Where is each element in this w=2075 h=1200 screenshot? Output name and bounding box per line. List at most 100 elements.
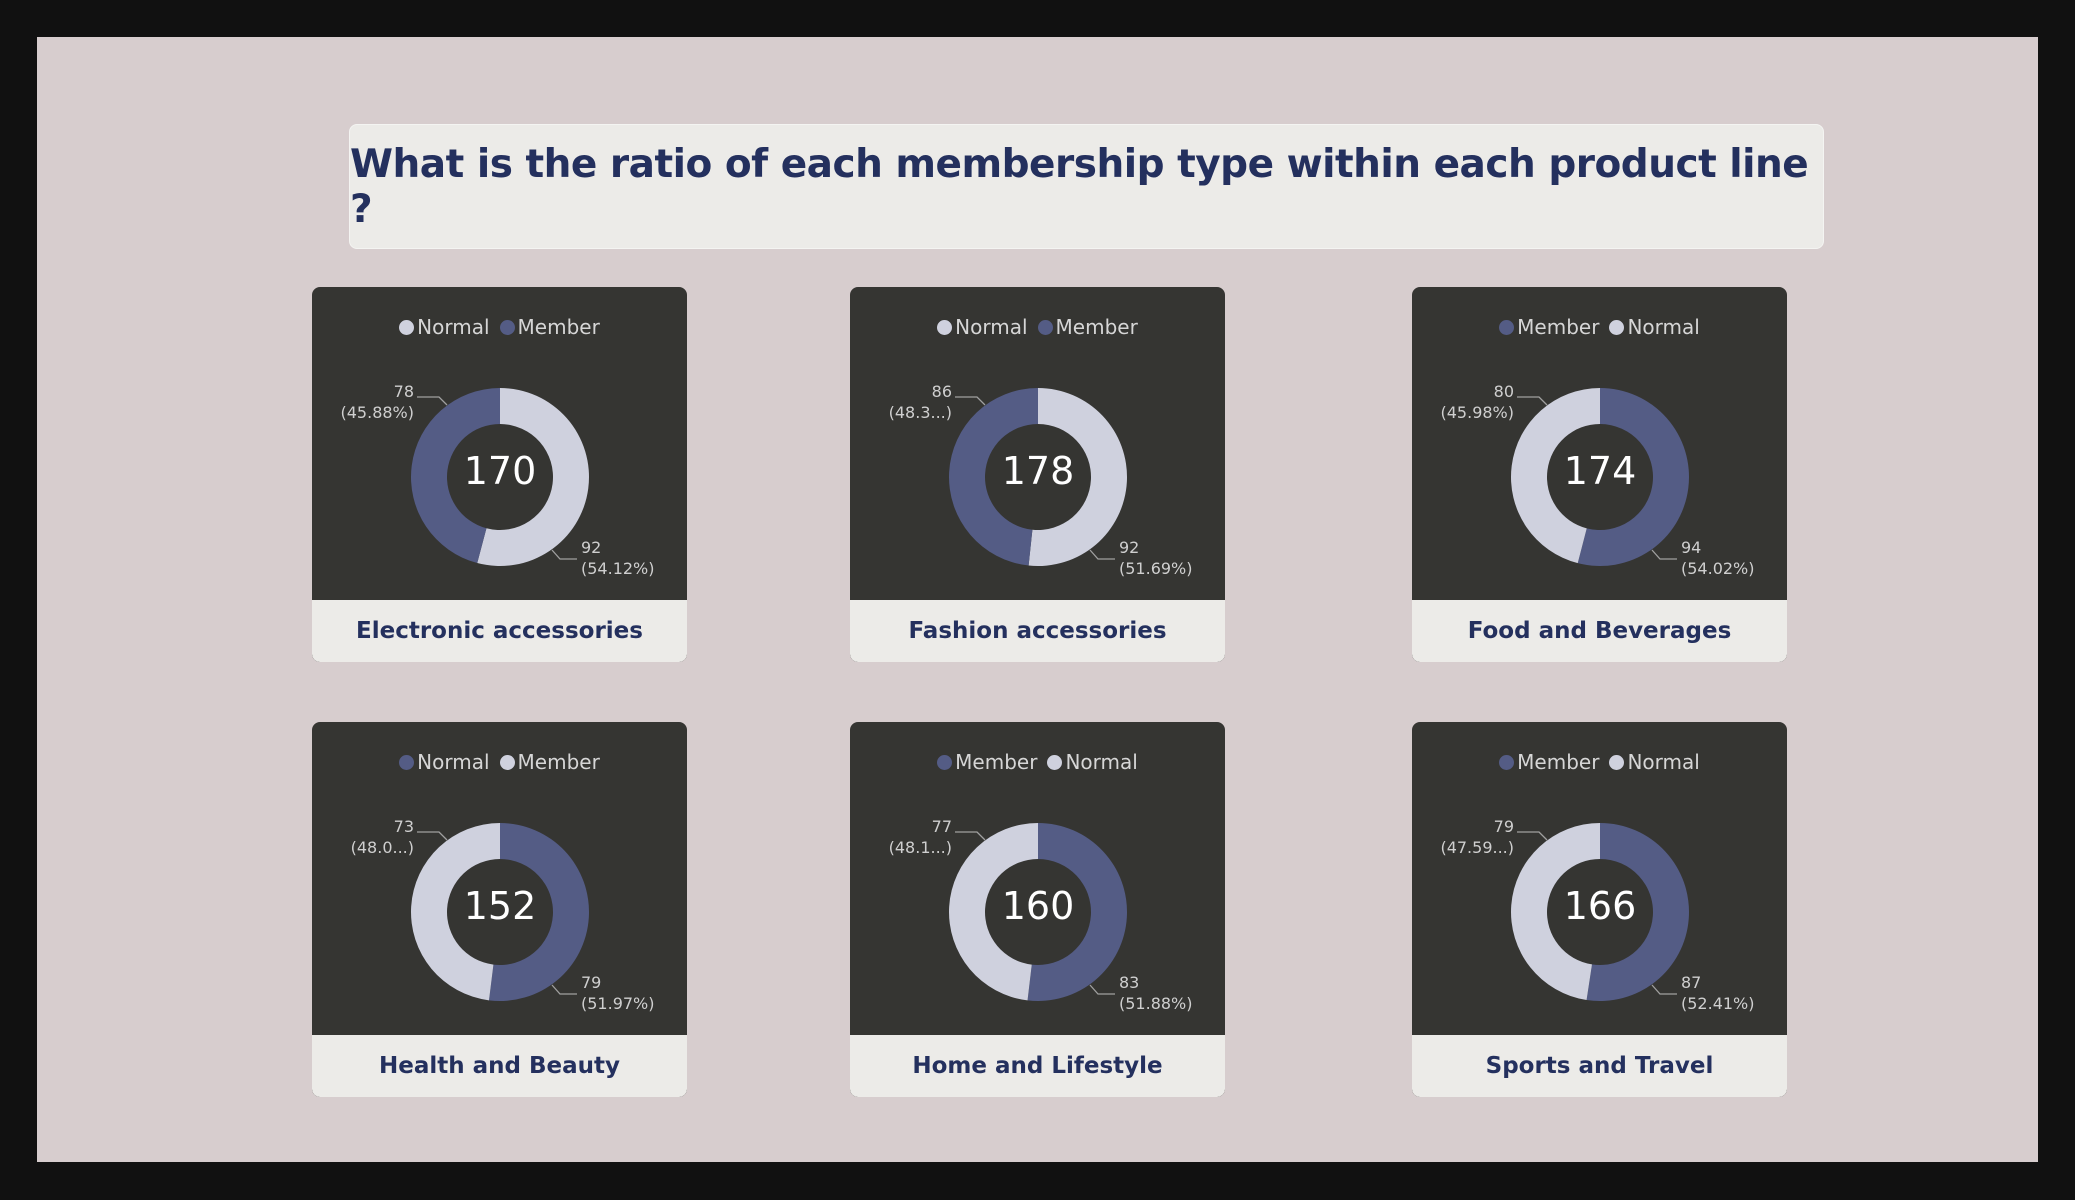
legend-dot-icon <box>499 754 515 770</box>
donut-slice-member[interactable] <box>1586 823 1689 1001</box>
donut-total: 174 <box>1563 449 1637 493</box>
data-label-percent: (51.69%) <box>1119 559 1193 578</box>
data-label-value: 80 <box>1493 382 1514 401</box>
product-line-label-box: Health and Beauty <box>312 1035 687 1097</box>
donut-total: 160 <box>1001 884 1075 928</box>
legend-item-member[interactable]: Member <box>499 315 600 339</box>
leader-line <box>551 549 577 560</box>
data-label-percent: (45.88%) <box>340 403 415 422</box>
data-label-percent: (54.02%) <box>1681 559 1755 578</box>
data-label-percent: (52.41%) <box>1681 994 1755 1013</box>
data-label-percent: (47.59...) <box>1440 838 1514 857</box>
data-label: 86 (48.3...) <box>889 381 952 423</box>
donut-slice-normal[interactable] <box>1028 388 1127 566</box>
leader-line <box>955 831 986 841</box>
product-line-label-box: Sports and Travel <box>1412 1035 1787 1097</box>
data-label: 78 (45.88%) <box>341 381 415 423</box>
legend-label: Normal <box>1627 750 1700 774</box>
legend-dot-icon <box>1037 319 1053 335</box>
legend-dot-icon <box>399 319 415 335</box>
donut-chart <box>410 388 589 566</box>
data-label: 80 (45.98%) <box>1441 381 1515 423</box>
donut-slice-member[interactable] <box>410 388 500 564</box>
data-label-percent: (45.98%) <box>1440 403 1515 422</box>
data-label-percent: (54.12%) <box>581 559 655 578</box>
legend-item-member[interactable]: Member <box>499 750 600 774</box>
data-label-value: 79 <box>1493 817 1514 836</box>
data-label-value: 92 <box>581 538 602 557</box>
leader-line <box>417 396 448 406</box>
donut-slice-normal[interactable] <box>477 388 589 566</box>
chart-legend: Member Normal <box>1412 750 1787 774</box>
product-line-label: Sports and Travel <box>1485 1053 1714 1079</box>
chart-legend: Member Normal <box>850 750 1225 774</box>
legend-item-normal[interactable]: Normal <box>399 750 490 774</box>
donut-card: Normal Member 79 (51.97%) 73 (48.0...) 152 Heal… <box>312 722 687 1097</box>
product-line-label-box: Home and Lifestyle <box>850 1035 1225 1097</box>
product-line-label-box: Fashion accessories <box>850 600 1225 662</box>
donut-total: 166 <box>1563 884 1637 928</box>
legend-label: Normal <box>955 315 1028 339</box>
legend-dot-icon <box>399 754 415 770</box>
data-label: 73 (48.0...) <box>351 816 414 858</box>
donut-slice-member[interactable] <box>949 388 1038 566</box>
data-label-percent: (48.0...) <box>350 838 414 857</box>
data-label: 83 (51.88%) <box>1119 972 1193 1014</box>
data-label-value: 73 <box>393 817 414 836</box>
legend-dot-icon <box>1499 754 1515 770</box>
donut-card: Member Normal 87 (52.41%) 79 (47.59...) 166 Spo… <box>1412 722 1787 1097</box>
donut-slice-normal[interactable] <box>1510 388 1600 564</box>
donut-slice-member[interactable] <box>1577 388 1689 566</box>
legend-item-member[interactable]: Member <box>1499 750 1599 774</box>
data-label-value: 87 <box>1681 973 1702 992</box>
data-label-value: 83 <box>1119 973 1140 992</box>
page-title: What is the ratio of each membership typ… <box>350 141 1809 232</box>
legend-label: Member <box>1517 315 1600 339</box>
donut-slice-normal[interactable] <box>1511 823 1600 1000</box>
legend-label: Member <box>1517 750 1600 774</box>
legend-label: Member <box>517 750 600 774</box>
leader-line <box>417 831 448 841</box>
leader-line <box>955 396 986 406</box>
legend-label: Member <box>955 750 1038 774</box>
legend-label: Member <box>1055 315 1138 339</box>
donut-slice-normal[interactable] <box>488 823 590 1001</box>
legend-item-member[interactable]: Member <box>1499 315 1599 339</box>
chart-legend: Normal Member <box>850 315 1225 339</box>
legend-label: Normal <box>1627 315 1700 339</box>
donut-total: 170 <box>463 449 537 493</box>
donut-card: Member Normal 83 (51.88%) 77 (48.1...) 160 Home… <box>850 722 1225 1097</box>
leader-line <box>1089 984 1115 995</box>
data-label-percent: (51.88%) <box>1119 994 1193 1013</box>
legend-label: Normal <box>417 750 490 774</box>
legend-dot-icon <box>937 319 953 335</box>
data-label: 79 (47.59...) <box>1440 816 1514 858</box>
data-label-value: 79 <box>581 973 602 992</box>
donut-slice-member[interactable] <box>1027 823 1127 1001</box>
chart-legend: Member Normal <box>1412 315 1787 339</box>
legend-item-normal[interactable]: Normal <box>1609 315 1700 339</box>
donut-total: 178 <box>1001 449 1075 493</box>
donut-slice-member[interactable] <box>411 823 500 1001</box>
legend-item-normal[interactable]: Normal <box>399 315 490 339</box>
leader-line <box>1517 831 1548 841</box>
legend-item-member[interactable]: Member <box>1037 315 1138 339</box>
legend-dot-icon <box>1499 319 1515 335</box>
legend-dot-icon <box>1609 754 1625 770</box>
legend-item-normal[interactable]: Normal <box>1047 750 1138 774</box>
leader-line <box>1089 549 1115 560</box>
title-card: What is the ratio of each membership typ… <box>349 124 1824 249</box>
product-line-label-box: Electronic accessories <box>312 600 687 662</box>
product-line-label-box: Food and Beverages <box>1412 600 1787 662</box>
legend-item-normal[interactable]: Normal <box>937 315 1028 339</box>
donut-total: 152 <box>463 884 537 928</box>
legend-dot-icon <box>1609 319 1625 335</box>
legend-item-normal[interactable]: Normal <box>1609 750 1700 774</box>
data-label: 79 (51.97%) <box>581 972 655 1014</box>
donut-card: Member Normal 94 (54.02%) 80 (45.98%) 174 Food … <box>1412 287 1787 662</box>
legend-item-member[interactable]: Member <box>937 750 1037 774</box>
leader-line <box>1651 549 1677 560</box>
donut-chart <box>1511 823 1689 1001</box>
donut-slice-normal[interactable] <box>949 823 1038 1001</box>
donut-chart <box>949 823 1127 1001</box>
